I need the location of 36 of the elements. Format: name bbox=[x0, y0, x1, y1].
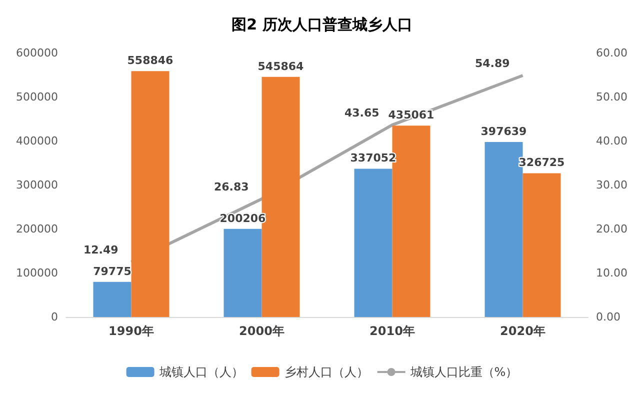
data-label: 79775 bbox=[93, 264, 132, 278]
y-tick-label: 100000 bbox=[16, 266, 58, 280]
bar bbox=[93, 282, 132, 317]
y2-tick-label: 30.00 bbox=[596, 178, 628, 192]
y-tick-label: 500000 bbox=[16, 90, 58, 104]
y2-tick-label: 10.00 bbox=[596, 266, 628, 280]
y-tick-label: 600000 bbox=[16, 46, 58, 60]
data-label: 558846 bbox=[127, 54, 174, 68]
x-tick-label: 1990年 bbox=[108, 324, 154, 338]
bar bbox=[354, 168, 392, 317]
x-tick-label: 2000年 bbox=[239, 324, 284, 338]
legend-label: 城镇人口比重（%） bbox=[409, 365, 518, 379]
bar bbox=[224, 228, 262, 317]
y2-tick-label: 50.00 bbox=[596, 90, 628, 104]
data-label: 397639 bbox=[480, 125, 527, 138]
bar bbox=[522, 173, 561, 317]
x-tick-label: 2010年 bbox=[370, 324, 415, 338]
legend-label: 城镇人口（人） bbox=[158, 365, 244, 379]
bar bbox=[131, 71, 170, 317]
y-tick-label: 400000 bbox=[16, 134, 58, 148]
data-label: 43.65 bbox=[344, 106, 380, 120]
x-tick-label: 2020年 bbox=[500, 324, 546, 338]
y-tick-label: 200000 bbox=[16, 222, 58, 236]
data-label: 545864 bbox=[258, 60, 304, 73]
data-label: 54.89 bbox=[474, 56, 510, 70]
chart-title: 图2 历次人口普查城乡人口 bbox=[232, 16, 412, 34]
legend-label: 乡村人口（人） bbox=[284, 365, 368, 379]
y2-tick-label: 20.00 bbox=[596, 222, 628, 236]
y2-tick-label: 40.00 bbox=[596, 134, 628, 148]
y2-tick-label: 0.00 bbox=[596, 310, 620, 324]
data-label: 435061 bbox=[388, 108, 434, 122]
y-tick-label: 0 bbox=[51, 310, 58, 324]
y2-tick-label: 60.00 bbox=[596, 46, 628, 60]
y-tick-label: 300000 bbox=[16, 178, 58, 192]
data-label: 12.49 bbox=[83, 244, 118, 257]
data-label: 26.83 bbox=[214, 180, 249, 194]
